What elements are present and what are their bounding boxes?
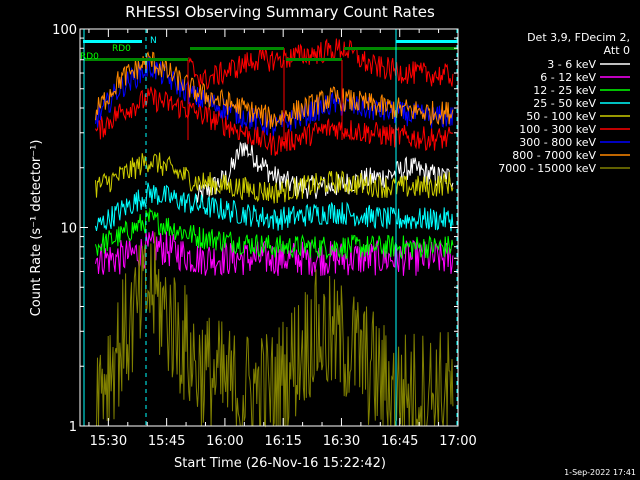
y-tick-label: 100 bbox=[52, 23, 77, 38]
flag-bar-0 bbox=[83, 40, 142, 43]
legend-label: 25 - 50 keV bbox=[533, 97, 596, 110]
flag-label-1: RD0 bbox=[112, 44, 131, 54]
series-line-100-300-kev bbox=[95, 86, 454, 156]
x-tick-label: 16:00 bbox=[206, 434, 243, 449]
legend-label: 300 - 800 keV bbox=[519, 136, 596, 149]
flag-bar-5 bbox=[344, 47, 458, 50]
flag-label-0: RD0 bbox=[80, 52, 99, 62]
series-line-extra-9 bbox=[188, 38, 454, 91]
x-tick-label: 16:15 bbox=[264, 434, 301, 449]
y-tick-label: 10 bbox=[60, 222, 77, 237]
legend-label: 6 - 12 keV bbox=[540, 71, 596, 84]
legend-label: 3 - 6 keV bbox=[547, 58, 596, 71]
y-tick-label: 1 bbox=[69, 420, 77, 435]
x-tick-label: 16:30 bbox=[323, 434, 360, 449]
x-tick-label: 17:00 bbox=[439, 434, 476, 449]
legend-label: 7000 - 15000 keV bbox=[498, 162, 596, 175]
flag-overlays: RD0 RD0 N bbox=[80, 29, 458, 426]
legend-label: 800 - 7000 keV bbox=[512, 149, 596, 162]
x-axis: 15:30 15:45 16:00 16:15 16:30 16:45 17:00 bbox=[88, 29, 477, 449]
series-line-12-25-kev bbox=[95, 207, 454, 260]
y-axis: 1 10 100 bbox=[52, 23, 458, 435]
chart-title: RHESSI Observing Summary Count Rates bbox=[125, 3, 435, 21]
series-line-7000-15000-kev bbox=[95, 232, 454, 428]
legend-label: 12 - 25 keV bbox=[533, 84, 596, 97]
y-axis-label: Count Rate (s⁻¹ detector⁻¹) bbox=[29, 140, 44, 317]
flag-bar-2 bbox=[84, 58, 188, 61]
flag-bar-1 bbox=[396, 40, 458, 43]
flag-bar-4 bbox=[286, 58, 342, 61]
flag-bar-3 bbox=[190, 47, 284, 50]
series-traces bbox=[95, 38, 454, 428]
legend-label: 50 - 100 keV bbox=[526, 110, 596, 123]
flag-label-2: N bbox=[150, 36, 157, 46]
footer-timestamp: 1-Sep-2022 17:41 bbox=[564, 468, 636, 477]
series-line-25-50-kev bbox=[95, 182, 454, 232]
x-axis-label: Start Time (26-Nov-16 15:22:42) bbox=[174, 456, 386, 471]
x-tick-label: 16:45 bbox=[381, 434, 418, 449]
legend-header: Att 0 bbox=[604, 44, 630, 57]
legend-header: Det 3,9, FDecim 2, bbox=[527, 31, 630, 44]
x-tick-label: 15:45 bbox=[148, 434, 185, 449]
legend-label: 100 - 300 keV bbox=[519, 123, 596, 136]
series-line-50-100-kev bbox=[95, 152, 454, 204]
x-tick-label: 15:30 bbox=[90, 434, 127, 449]
series-line-800-7000-kev bbox=[95, 51, 454, 129]
